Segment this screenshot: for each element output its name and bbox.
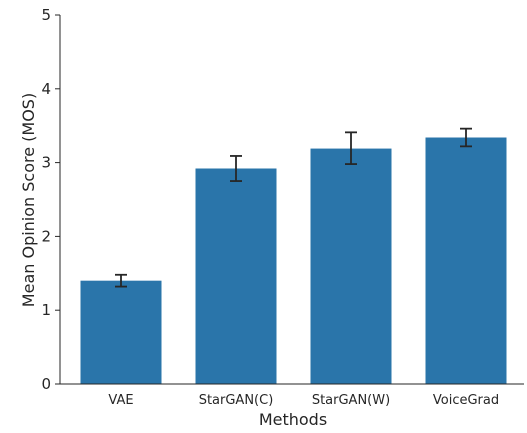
- y-ticks: 0 1 2 3 4 5: [41, 6, 60, 393]
- error-bar: [345, 131, 357, 165]
- y-tick-label: 3: [41, 154, 51, 172]
- bar-stargan-w: [310, 148, 392, 384]
- error-bars-layer: [115, 127, 472, 288]
- y-tick-label: 2: [41, 227, 51, 245]
- y-tick-label: 5: [41, 6, 51, 24]
- x-tick-label: VAE: [108, 393, 133, 408]
- bar-vae: [80, 280, 162, 384]
- x-tick-label: VoiceGrad: [433, 393, 499, 408]
- x-tick-label: StarGAN(C): [199, 393, 274, 408]
- bar-stargan-c: [195, 168, 277, 384]
- x-ticks: VAE StarGAN(C) StarGAN(W) VoiceGrad: [108, 393, 499, 408]
- error-bar: [230, 155, 242, 182]
- x-tick-label: StarGAN(W): [312, 393, 390, 408]
- axes-layer: [59, 15, 524, 385]
- y-tick-label: 4: [41, 80, 51, 98]
- y-tick-label: 0: [41, 375, 51, 393]
- y-axis-label: Mean Opinion Score (MOS): [19, 93, 38, 307]
- error-bar: [460, 127, 472, 148]
- y-tick-label: 1: [41, 301, 51, 319]
- bar-voicegrad: [425, 137, 507, 384]
- error-bar: [115, 273, 127, 288]
- bars-layer: [80, 137, 507, 384]
- x-axis-label: Methods: [259, 410, 327, 429]
